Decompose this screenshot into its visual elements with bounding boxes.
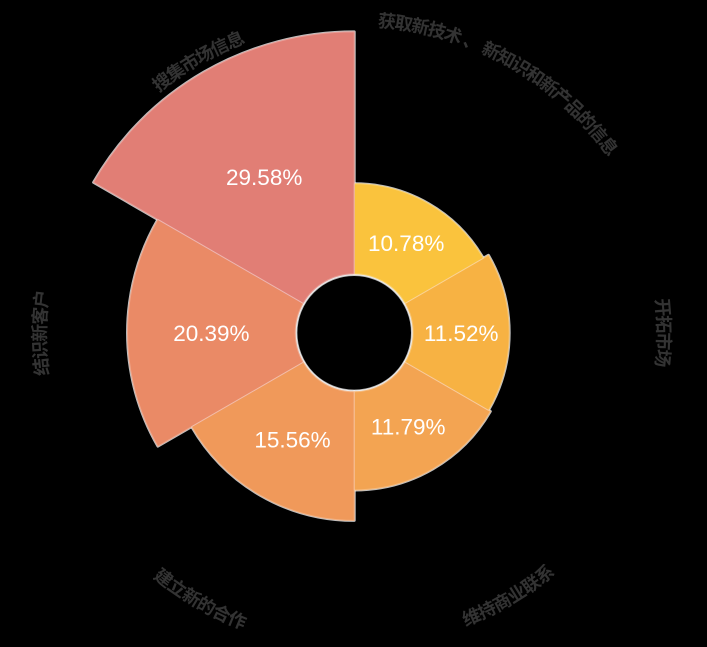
svg-text:29.58%: 29.58% [226,165,302,190]
svg-text:11.52%: 11.52% [424,321,499,346]
svg-text:11.79%: 11.79% [371,415,446,440]
svg-text:20.39%: 20.39% [173,321,249,346]
svg-text:10.78%: 10.78% [368,231,444,256]
svg-text:15.56%: 15.56% [254,428,330,453]
